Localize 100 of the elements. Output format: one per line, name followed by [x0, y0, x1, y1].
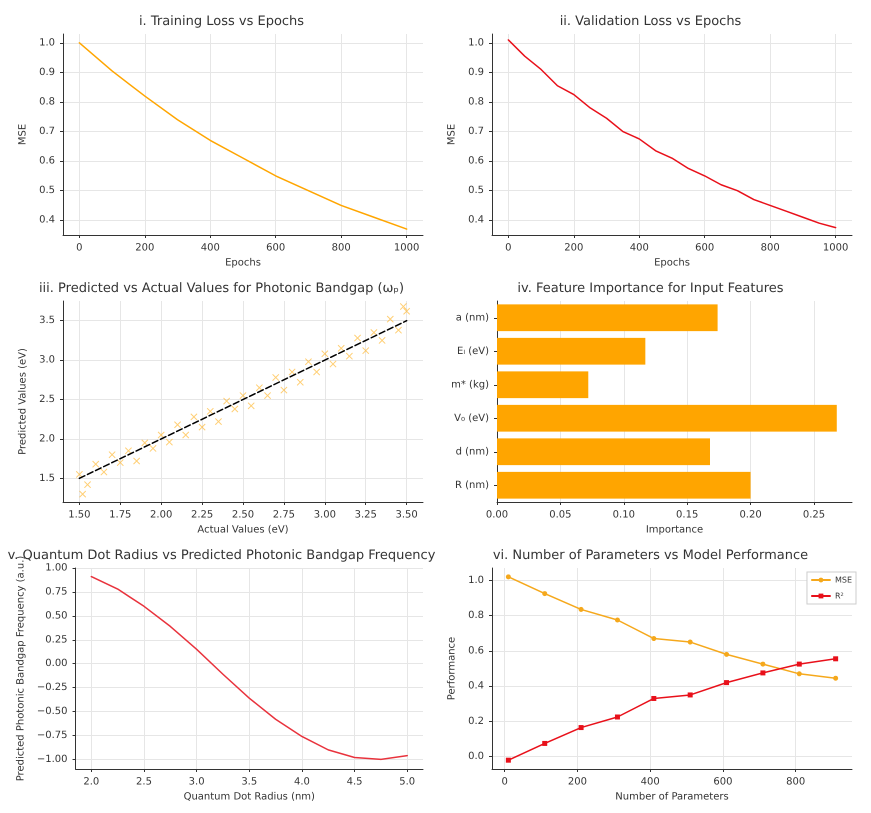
x-tick-label: 0 — [502, 776, 508, 788]
point — [506, 574, 511, 580]
point — [354, 334, 362, 342]
x-tick-label: 2.5 — [136, 776, 152, 788]
x-tick-label: 800 — [760, 242, 780, 254]
y-tick-label: 0.5 — [39, 185, 55, 196]
x-tick-label: 0.15 — [676, 510, 698, 520]
point — [614, 618, 620, 623]
point — [84, 481, 92, 488]
point — [288, 368, 296, 376]
x-tick-label: 3.0 — [188, 776, 205, 788]
point — [116, 459, 124, 466]
y-tick-label: −1.00 — [36, 754, 68, 765]
chart-title: ii. Validation Loss vs Epochs — [560, 14, 742, 29]
x-axis-title: Number of Parameters — [615, 791, 729, 802]
point — [346, 352, 353, 360]
point — [214, 418, 222, 426]
y-axis-title: MSE — [446, 124, 458, 146]
point — [578, 606, 584, 612]
point — [296, 378, 304, 386]
chart-title: iv. Feature Importance for Input Features — [517, 281, 784, 296]
y-axis-title: Performance — [446, 636, 458, 700]
point — [378, 336, 386, 344]
x-axis-title: Epochs — [225, 257, 261, 268]
x-tick-label: 0.10 — [612, 510, 635, 520]
legend-label: MSE — [834, 576, 852, 584]
y-axis-title: MSE — [18, 124, 29, 146]
point — [542, 740, 548, 746]
point — [796, 671, 802, 676]
point — [796, 662, 802, 667]
y-tick-label: Eₗ (eV) — [457, 346, 490, 357]
x-tick-label: 800 — [786, 776, 806, 788]
point — [833, 656, 838, 662]
point — [240, 392, 246, 400]
chart-title: i. Training Loss vs Epochs — [138, 14, 304, 29]
x-tick-label: 4.5 — [346, 776, 363, 788]
bar — [497, 438, 710, 466]
y-tick-label: 0.9 — [468, 66, 484, 78]
x-axis-title: Epochs — [654, 257, 690, 268]
x-tick-label: 2.0 — [83, 776, 100, 788]
point — [248, 402, 255, 410]
x-axis-title: Importance — [646, 524, 704, 536]
point — [400, 303, 407, 310]
y-tick-label: 0.25 — [45, 634, 68, 646]
point — [150, 444, 156, 452]
y-tick-label: 0.4 — [468, 214, 484, 226]
x-tick-label: 0.20 — [739, 510, 762, 520]
point — [760, 670, 766, 676]
y-tick-label: 0.5 — [468, 185, 484, 196]
y-tick-label: −0.25 — [36, 682, 68, 694]
x-tick-label: 2.50 — [232, 510, 254, 520]
point — [370, 329, 378, 336]
x-tick-label: 400 — [630, 242, 649, 254]
point — [280, 386, 288, 394]
bar — [497, 304, 718, 332]
point — [231, 405, 238, 412]
x-tick-label: 3.00 — [314, 510, 336, 520]
y-tick-label: R (nm) — [454, 480, 490, 491]
x-tick-label: 2.25 — [190, 510, 214, 520]
y-tick-label: 2.0 — [39, 433, 55, 444]
y-tick-label: 0.6 — [468, 156, 484, 167]
y-tick-label: 2.5 — [39, 394, 55, 406]
y-tick-label: 0.8 — [39, 96, 55, 108]
x-tick-label: 1.50 — [68, 510, 90, 520]
x-tick-label: 3.5 — [241, 776, 258, 788]
y-tick-label: −0.50 — [36, 706, 68, 718]
x-tick-label: 800 — [332, 242, 351, 254]
point — [108, 451, 116, 458]
point — [256, 384, 263, 392]
y-tick-label: 1.0 — [468, 37, 484, 48]
x-tick-label: 2.00 — [150, 510, 172, 520]
point — [338, 344, 345, 352]
point — [833, 676, 838, 681]
bar — [497, 472, 751, 499]
y-tick-label: 1.0 — [468, 574, 484, 586]
point — [760, 662, 766, 667]
point — [141, 439, 148, 446]
point — [386, 316, 394, 323]
y-tick-label: 0.6 — [468, 645, 484, 656]
y-tick-label: −0.75 — [36, 730, 68, 741]
x-tick-label: 600 — [695, 242, 714, 254]
line-series — [78, 42, 408, 230]
x-axis-title: Actual Values (eV) — [197, 524, 289, 536]
point — [133, 458, 140, 465]
x-tick-label: 200 — [568, 776, 587, 788]
point — [394, 326, 402, 334]
y-tick-label: d (nm) — [456, 446, 490, 458]
x-tick-label: 3.50 — [396, 510, 418, 520]
y-tick-label: 0.7 — [39, 126, 55, 138]
x-tick-label: 3.25 — [354, 510, 377, 520]
y-tick-label: 0.6 — [39, 156, 55, 167]
point — [190, 413, 198, 420]
point — [158, 432, 165, 438]
x-tick-label: 2.75 — [272, 510, 296, 520]
y-tick-label: 0.50 — [45, 610, 68, 622]
x-tick-label: 4.0 — [294, 776, 310, 788]
x-tick-label: 600 — [713, 776, 732, 788]
y-tick-label: 0.2 — [468, 716, 484, 727]
legend-label: R² — [834, 592, 844, 600]
y-tick-label: 3.5 — [39, 315, 55, 326]
